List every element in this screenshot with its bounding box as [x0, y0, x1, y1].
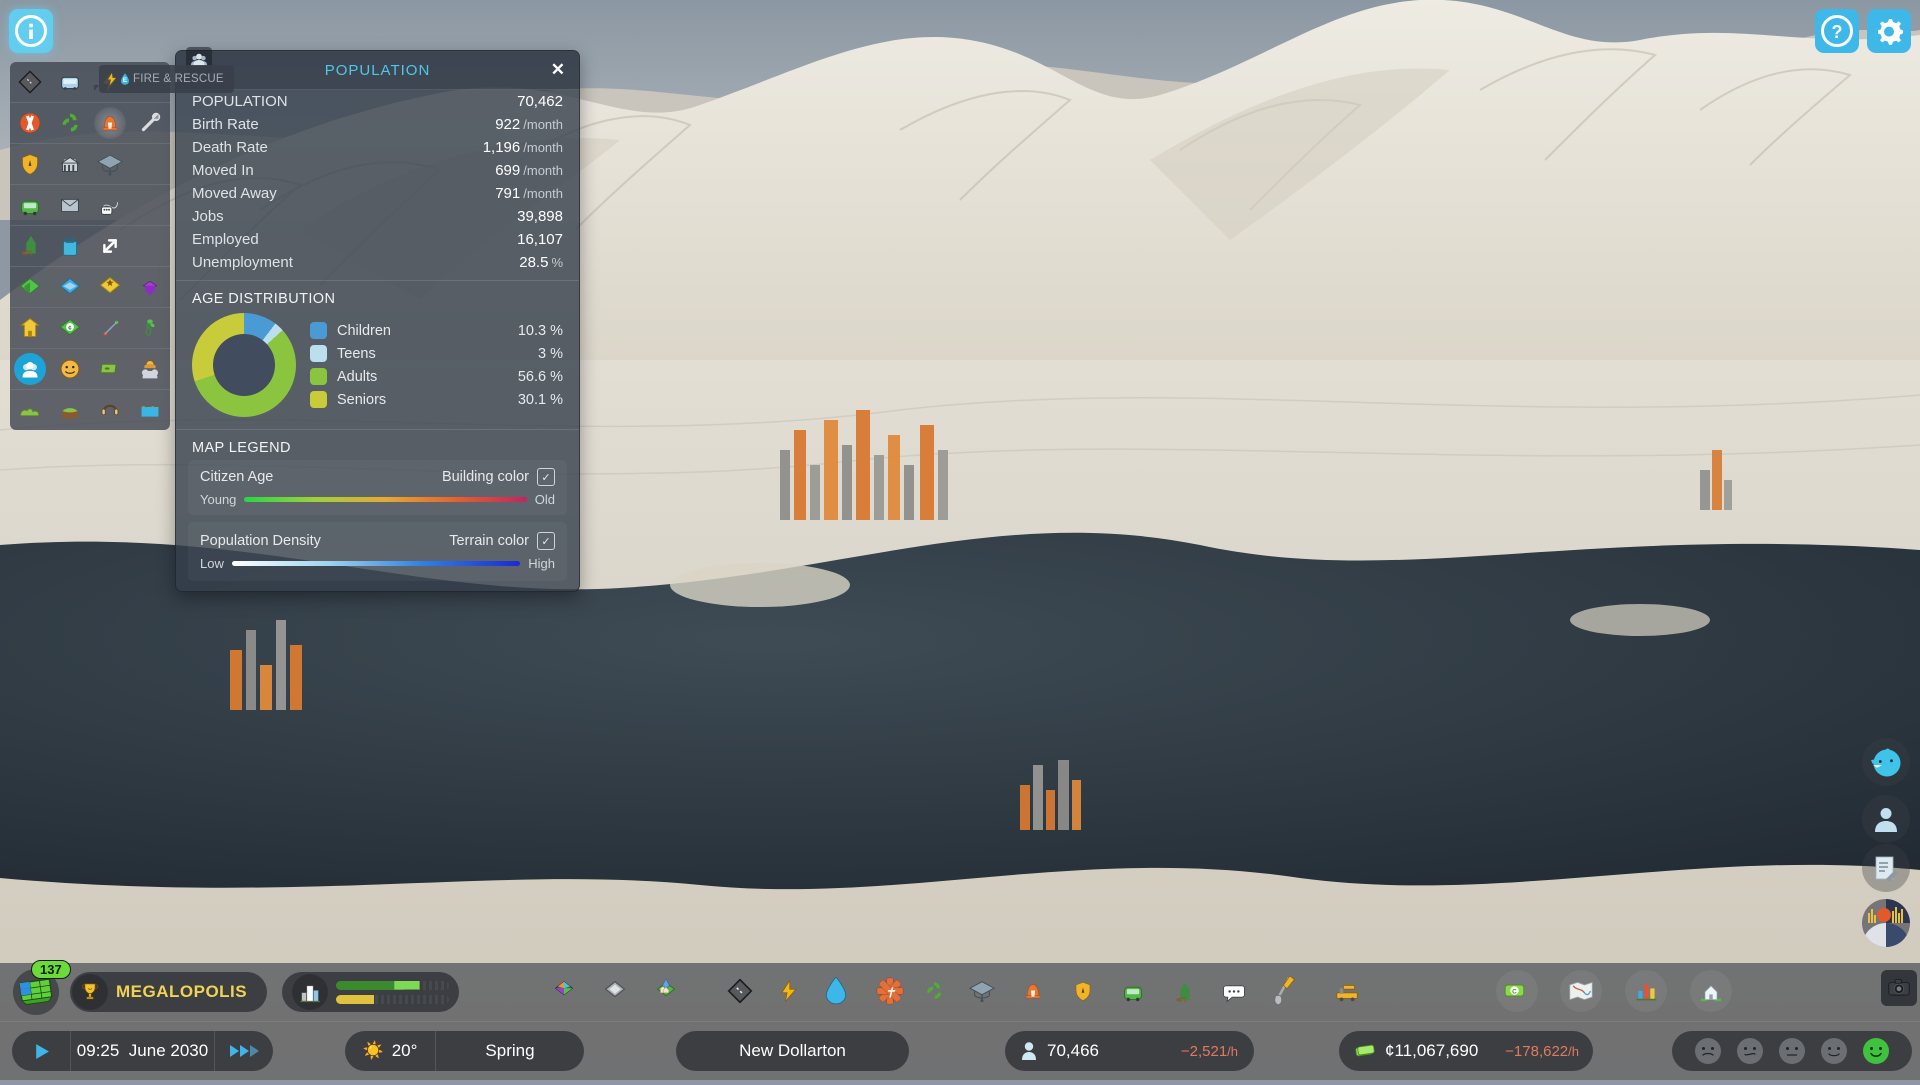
svg-text:✝: ✝ — [884, 986, 896, 1002]
svg-text:C: C — [1512, 989, 1517, 996]
svg-text:?: ? — [1832, 22, 1843, 42]
svg-text:E: E — [123, 77, 127, 84]
